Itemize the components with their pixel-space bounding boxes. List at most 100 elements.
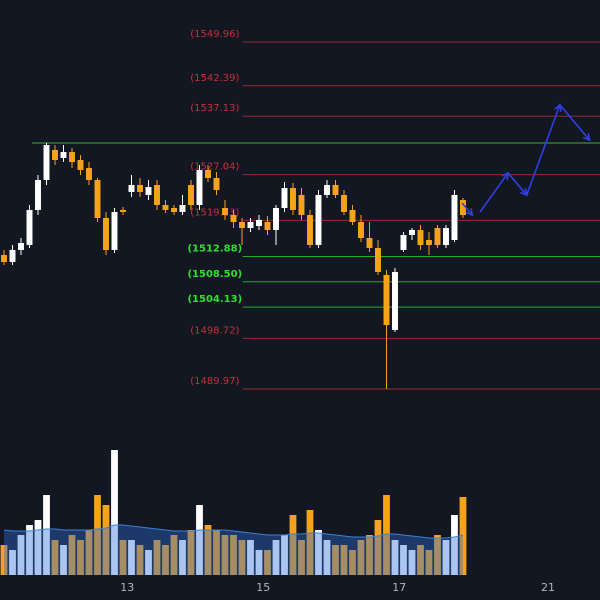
volume-bar — [238, 540, 246, 575]
volume-bar — [102, 505, 110, 575]
volume-bar — [391, 540, 399, 575]
level-label: (1527.04) — [190, 162, 239, 173]
volume-bar — [68, 535, 76, 575]
volume-bar — [374, 520, 382, 575]
candle-body — [77, 159, 84, 170]
candle-body — [426, 239, 432, 246]
level-label: (1519.13) — [190, 207, 239, 218]
volume-bar — [51, 540, 59, 575]
candle-body — [409, 229, 415, 236]
level-label: (1549.96) — [190, 29, 239, 40]
x-tick-label: 21 — [541, 581, 555, 594]
candle-body — [94, 180, 101, 219]
volume-bar — [94, 495, 101, 575]
candle-body — [239, 221, 245, 229]
level-label: (1504.13) — [187, 294, 242, 305]
volume-bar — [340, 545, 348, 575]
candle-body — [196, 169, 203, 205]
volume-bar — [323, 540, 331, 575]
volume-bar — [349, 550, 356, 575]
volume-bar — [119, 540, 127, 575]
candle-body — [281, 187, 288, 208]
volume-bar — [451, 515, 458, 575]
volume-bar — [357, 540, 365, 575]
candle-body — [256, 219, 262, 226]
candle-body — [264, 221, 271, 230]
candle-body — [111, 211, 118, 250]
candle-body — [332, 184, 339, 195]
candle-body — [52, 149, 58, 160]
candle-body — [103, 218, 109, 250]
x-tick-label: 13 — [120, 581, 134, 594]
volume-bar — [221, 535, 229, 575]
volume-bar — [128, 540, 135, 575]
volume-bar — [77, 540, 84, 575]
candle-body — [315, 194, 322, 246]
volume-bar — [272, 540, 280, 575]
volume-bar — [153, 540, 161, 575]
candle-body — [400, 235, 407, 250]
arrow-head — [554, 103, 562, 112]
volume-bar — [17, 535, 25, 575]
volume-ma-line — [3, 524, 464, 539]
candle-body — [451, 194, 458, 240]
candle-body — [1, 254, 7, 262]
candle-body — [9, 249, 16, 262]
candle-body — [324, 184, 330, 195]
arrow-head — [465, 207, 474, 217]
candle-body — [417, 229, 424, 246]
volume-bar — [332, 545, 339, 575]
x-tick-label: 15 — [256, 581, 270, 594]
candle-body — [273, 207, 279, 230]
candle-body — [222, 207, 228, 215]
volume-bar — [162, 545, 169, 575]
volume-bar — [9, 550, 16, 575]
candle-body — [307, 214, 313, 246]
volume-ma-area — [3, 525, 463, 575]
candle-body — [366, 238, 373, 248]
volume-bar — [298, 540, 305, 575]
volume-bar — [204, 525, 212, 575]
volume-bar — [425, 550, 433, 575]
candle-body — [341, 194, 347, 212]
volume-bar — [366, 535, 373, 575]
candle-body — [162, 204, 169, 210]
candle-body — [145, 187, 152, 195]
volume-bar — [213, 530, 220, 575]
arrow-head — [519, 188, 528, 197]
candle-body — [460, 200, 466, 215]
volume-bar — [247, 540, 254, 575]
candle-body — [179, 204, 186, 212]
candle-body — [35, 180, 41, 210]
candle-body — [290, 187, 296, 210]
volume-bar — [196, 505, 203, 575]
candle-body — [171, 207, 177, 212]
candle-body — [247, 221, 254, 229]
level-label: (1542.39) — [190, 73, 239, 84]
volume-bar — [43, 495, 50, 575]
candle-body — [18, 242, 24, 250]
candle-body — [298, 194, 305, 215]
candle-body — [230, 214, 237, 222]
volume-bar — [408, 550, 416, 575]
candle-body — [60, 152, 67, 159]
volume-bar — [459, 497, 467, 575]
candle-body — [358, 221, 364, 239]
volume-bar — [417, 545, 424, 575]
level-label: (1498.72) — [190, 325, 239, 336]
projection-path — [461, 202, 473, 216]
candle-body — [128, 184, 135, 192]
volume-bar — [264, 550, 271, 575]
volume-bar — [26, 525, 33, 575]
candle-body — [392, 271, 398, 330]
candle-body — [120, 209, 126, 212]
volume-bar — [179, 540, 186, 575]
candle-body — [26, 209, 33, 246]
volume-bar — [315, 530, 322, 575]
volume-bar — [442, 540, 450, 575]
candle-body — [69, 152, 75, 163]
volume-bar — [281, 535, 288, 575]
x-tick-label: 17 — [392, 581, 406, 594]
candle-body — [43, 145, 50, 181]
